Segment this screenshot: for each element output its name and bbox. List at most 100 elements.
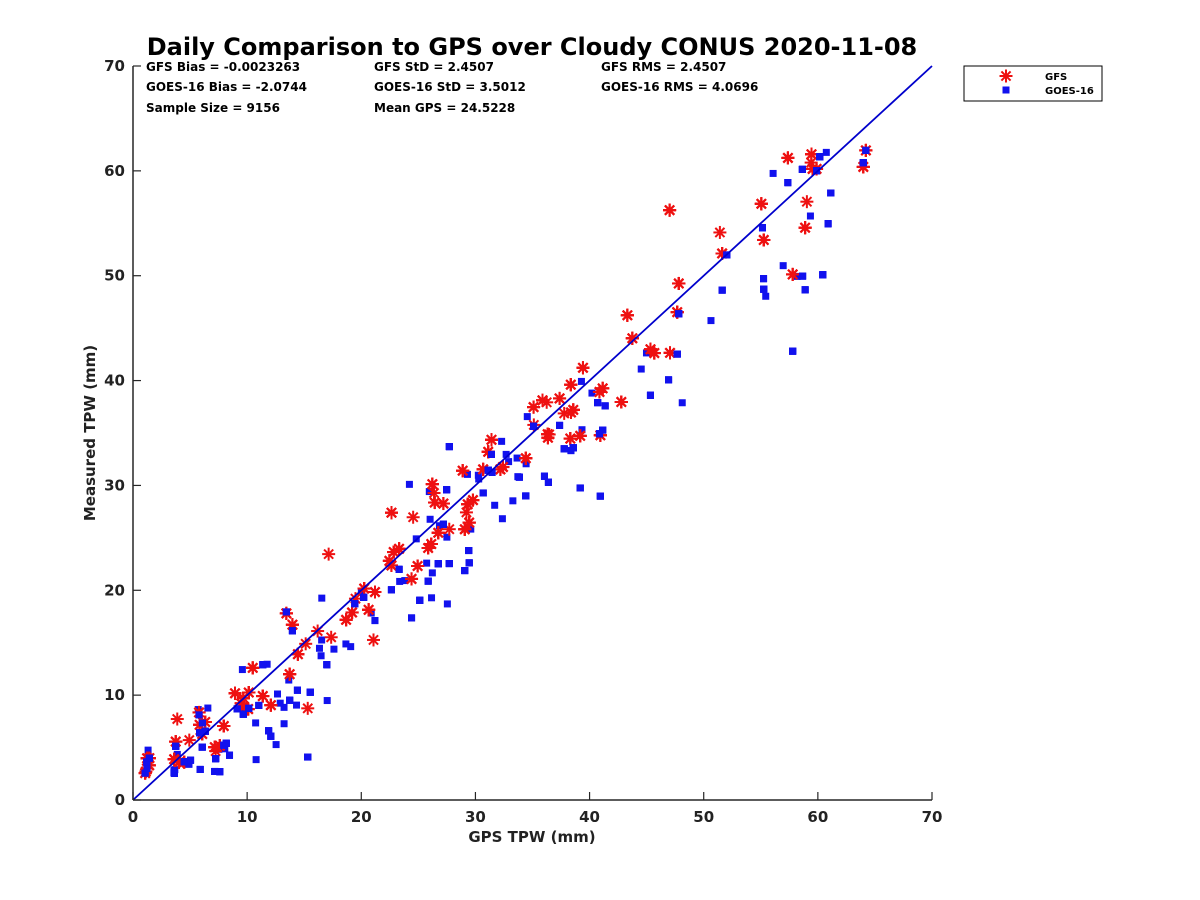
goes16-point [665, 376, 673, 384]
gfs-point [246, 661, 260, 675]
goes16-point [239, 710, 247, 718]
gfs-point [663, 346, 677, 360]
goes16-point [252, 756, 260, 764]
goes16-point [523, 413, 531, 421]
ticks-layer: 0 10 20 30 40 50 60 70 0 10 20 30 40 50 60 70 [104, 57, 942, 826]
goes16-point [196, 729, 204, 737]
goes16-point [428, 594, 436, 602]
gfs-point [345, 605, 359, 619]
y-tick-label: 20 [104, 581, 125, 599]
goes16-point [434, 560, 442, 568]
gfs-point [291, 647, 305, 661]
gfs-point [754, 197, 768, 211]
gfs-point [425, 477, 439, 491]
goes16-point [306, 688, 314, 696]
y-tick-label: 70 [104, 57, 125, 75]
gfs-point [563, 432, 577, 446]
goes16-point [180, 758, 188, 766]
y-tick-label: 0 [115, 791, 125, 809]
gfs-point [535, 393, 549, 407]
goes16-point [513, 454, 521, 462]
x-tick-label: 0 [128, 808, 138, 826]
goes16-point [827, 189, 835, 197]
goes16-point [544, 478, 552, 486]
gfs-point [564, 378, 578, 392]
gfs-point [411, 559, 425, 573]
goes16-point [204, 704, 212, 712]
gfs-point [786, 267, 800, 281]
goes16-point [707, 317, 715, 325]
goes16-point [318, 594, 326, 602]
goes16-point [304, 753, 312, 761]
goes16-point [238, 666, 246, 674]
goes16-point [259, 661, 267, 669]
goes16-point [445, 560, 453, 568]
goes16-point [813, 167, 821, 175]
goes16-point [578, 426, 586, 434]
goes16-point [347, 643, 355, 651]
stat-text: Mean GPS = 24.5228 [374, 101, 515, 115]
gfs-point [428, 496, 442, 510]
goes16-point [143, 764, 151, 772]
gfs-point [301, 701, 315, 715]
goes16-point [276, 699, 284, 707]
goes16-point [465, 559, 473, 567]
gfs-point [798, 221, 812, 235]
goes16-point [498, 515, 506, 523]
goes16-point [293, 701, 301, 709]
y-tick-label: 30 [104, 476, 125, 494]
stat-text: GOES-16 RMS = 4.0696 [601, 80, 758, 94]
goes16-point [491, 501, 499, 509]
goes16-point [252, 719, 260, 727]
goes16-point [265, 727, 273, 735]
goes16-point [195, 711, 203, 719]
goes16-point [465, 547, 473, 555]
goes16-point [272, 741, 280, 749]
goes16-point [145, 754, 153, 762]
goes16-point [522, 492, 530, 500]
legend-goes16-square [1002, 86, 1010, 94]
gfs-point [456, 464, 470, 478]
stat-text: GFS RMS = 2.4507 [601, 60, 726, 74]
gfs-point [573, 429, 587, 443]
goes16-point [678, 399, 686, 407]
gfs-point [368, 585, 382, 599]
stat-text: GFS Bias = -0.0023263 [146, 60, 300, 74]
goes16-point [288, 627, 296, 635]
goes16-point [445, 443, 453, 451]
goes16-point [212, 755, 220, 763]
goes16-point [487, 450, 495, 458]
y-tick-label: 10 [104, 686, 125, 704]
goes16-point [862, 146, 870, 154]
goes16-point [280, 720, 288, 728]
goes16-point [758, 224, 766, 232]
goes16-point [387, 586, 395, 594]
gfs-point [431, 526, 445, 540]
goes16-point [502, 450, 510, 458]
goes16-point [859, 159, 867, 167]
legend: GFS GOES-16 [963, 65, 1103, 102]
gfs-point [182, 733, 196, 747]
goes16-point [599, 426, 607, 434]
goes16-point [317, 652, 325, 660]
goes16-point [556, 421, 564, 429]
goes16-point [718, 286, 726, 294]
x-tick-label: 30 [465, 808, 486, 826]
gfs-point [458, 522, 472, 536]
goes16-point [144, 746, 152, 754]
goes16-point [198, 743, 206, 751]
goes16-point [637, 365, 645, 373]
points-layer [138, 143, 873, 780]
goes16-point [274, 690, 282, 698]
gfs-point [484, 433, 498, 447]
gfs-point [800, 195, 814, 209]
goes16-point [474, 471, 482, 479]
goes16-point [567, 447, 575, 455]
gfs-point [322, 547, 336, 561]
legend-marker-goes16 [1002, 86, 1010, 94]
y-axis-label: Measured TPW (mm) [81, 345, 99, 521]
goes16-point [594, 399, 602, 407]
goes16-point [595, 430, 603, 438]
